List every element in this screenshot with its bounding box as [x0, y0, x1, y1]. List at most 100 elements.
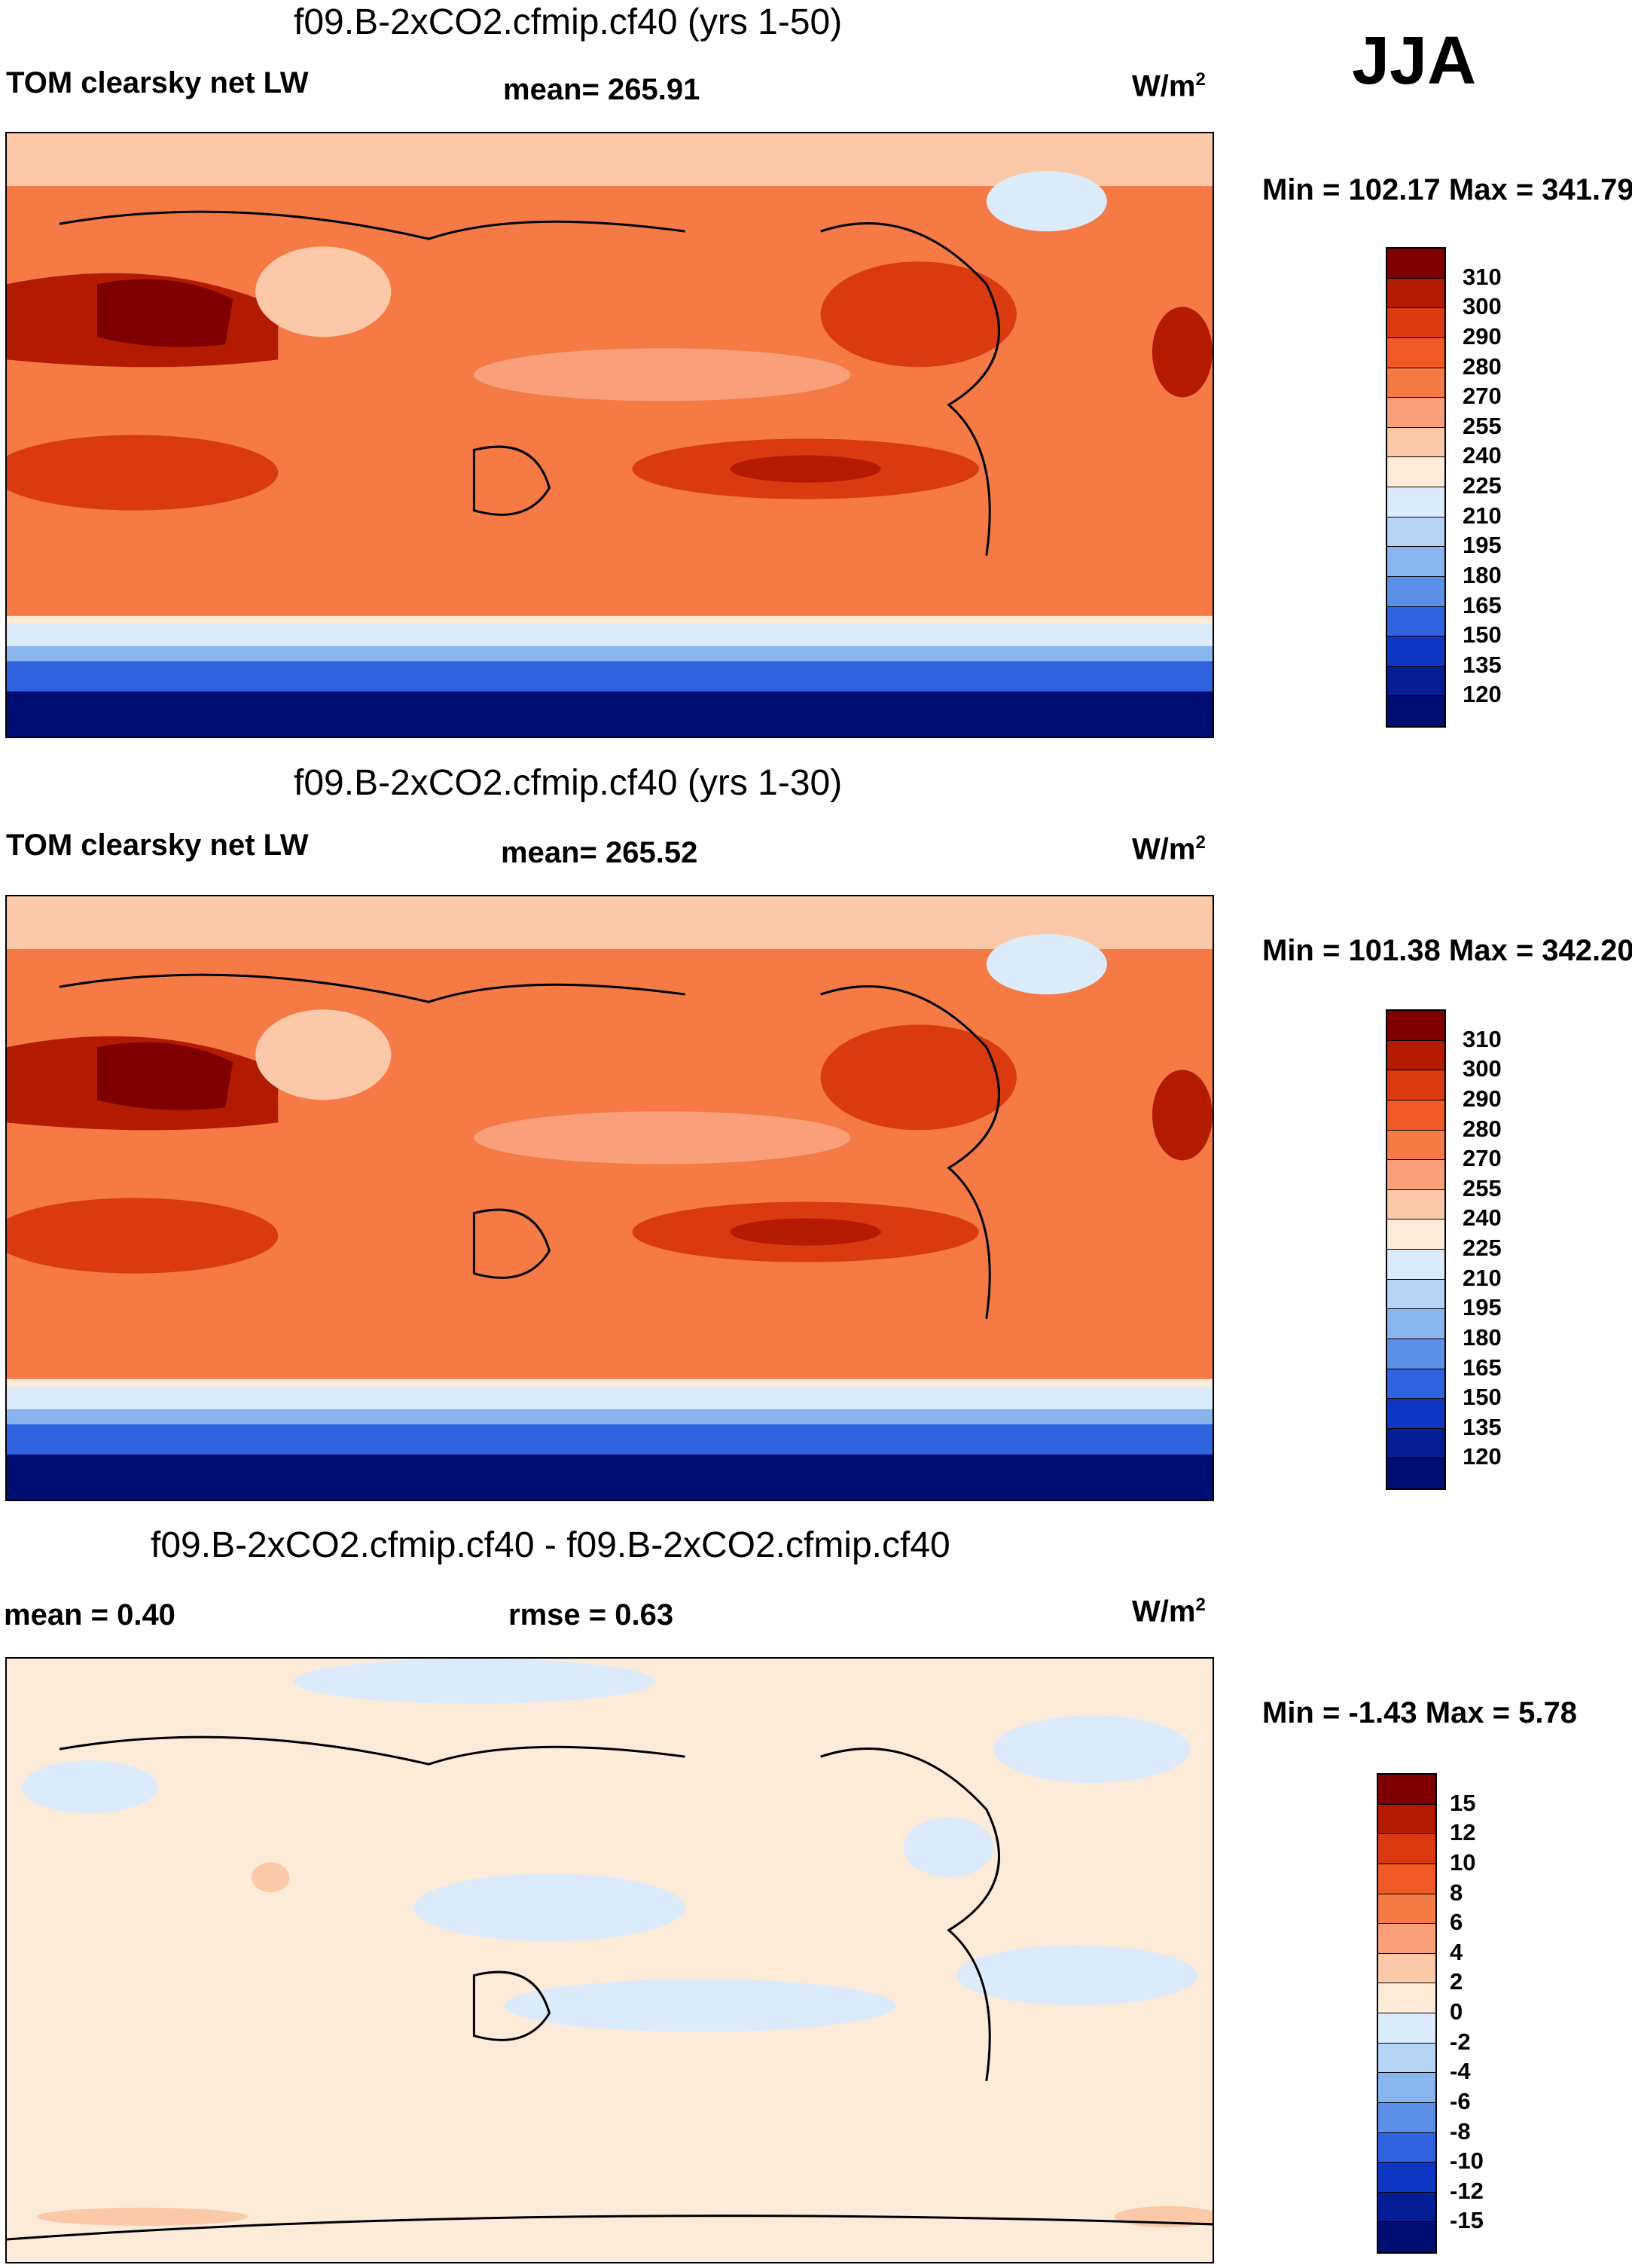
colorbar-tick-label: 280: [1463, 353, 1502, 380]
colorbar-tick-label: 12: [1450, 1819, 1476, 1846]
panel-3-title: f09.B-2xCO2.cfmip.cf40 - f09.B-2xCO2.cfm…: [151, 1525, 950, 1565]
colorbar-tick-label: 300: [1463, 1055, 1502, 1082]
panel-2-variable-label: TOM clearsky net LW: [6, 829, 309, 862]
colorbar-tick-label: 135: [1463, 651, 1502, 678]
panel-1-units: W/m2: [1132, 69, 1206, 103]
panel-1-map-field: [7, 133, 1213, 737]
colorbar-tick-label: 280: [1463, 1115, 1502, 1142]
colorbar-tick-label: 300: [1463, 293, 1502, 320]
colorbar-swatch: [1387, 547, 1444, 577]
colorbar-tick-label: -2: [1450, 2028, 1471, 2055]
colorbar-tick-label: 310: [1463, 263, 1502, 290]
colorbar-swatch: [1387, 249, 1444, 279]
panel-1-variable-label: TOM clearsky net LW: [6, 66, 309, 99]
panel-3-map: [5, 1657, 1214, 2263]
colorbar-swatch: [1378, 2013, 1435, 2044]
colorbar-tick-label: 150: [1463, 621, 1502, 649]
colorbar-swatch: [1378, 1834, 1435, 1864]
colorbar-tick-label: 210: [1463, 502, 1502, 529]
colorbar-tick-label: 225: [1463, 472, 1502, 499]
colorbar-swatch: [1387, 487, 1444, 517]
colorbar-swatch: [1378, 2043, 1435, 2074]
season-label: JJA: [1352, 23, 1477, 99]
panel-2-colorbar-labels: 310 300 290 280 270 255 240 225 210 195 180 165 150 1…: [1463, 1009, 1553, 1490]
colorbar-swatch: [1387, 1011, 1444, 1041]
panel-2-map-field: [7, 896, 1213, 1500]
colorbar-swatch: [1378, 2222, 1435, 2252]
colorbar-tick-label: 290: [1463, 1085, 1502, 1112]
colorbar-swatch: [1387, 457, 1444, 487]
colorbar-swatch: [1378, 1953, 1435, 1984]
colorbar-swatch: [1387, 278, 1444, 309]
colorbar-tick-label: 225: [1463, 1235, 1502, 1261]
colorbar-tick-label: -8: [1450, 2117, 1471, 2144]
colorbar-tick-label: 240: [1463, 442, 1502, 469]
colorbar-tick-label: 6: [1450, 1909, 1463, 1936]
colorbar-swatch: [1378, 1983, 1435, 2013]
colorbar-tick-label: 0: [1450, 1998, 1463, 2025]
colorbar-swatch: [1387, 576, 1444, 607]
colorbar-swatch: [1387, 696, 1444, 726]
panel-2-colorbar: [1386, 1009, 1446, 1490]
panel-2-units: W/m2: [1132, 832, 1206, 866]
colorbar-tick-label: 310: [1463, 1025, 1502, 1052]
colorbar-tick-label: 210: [1463, 1264, 1502, 1291]
colorbar-tick-label: 2: [1450, 1968, 1463, 1995]
colorbar-tick-label: -4: [1450, 2058, 1471, 2085]
panel-1-colorbar: [1386, 247, 1446, 728]
colorbar-tick-label: 255: [1463, 412, 1502, 439]
colorbar-swatch: [1387, 636, 1444, 667]
colorbar-swatch: [1387, 517, 1444, 548]
colorbar-swatch: [1378, 2132, 1435, 2163]
colorbar-swatch: [1387, 427, 1444, 458]
panel-2-title: f09.B-2xCO2.cfmip.cf40 (yrs 1-30): [294, 763, 843, 803]
panel-1-mean-label: mean= 265.91: [503, 73, 700, 106]
colorbar-tick-label: 15: [1450, 1789, 1476, 1816]
panel-2-map: [5, 895, 1214, 1501]
colorbar-swatch: [1387, 398, 1444, 428]
colorbar-swatch: [1378, 1864, 1435, 1894]
colorbar-tick-label: -6: [1450, 2087, 1471, 2114]
colorbar-swatch: [1387, 1279, 1444, 1310]
colorbar-swatch: [1387, 1040, 1444, 1071]
colorbar-swatch: [1387, 1250, 1444, 1280]
panel-3-mean-label: mean = 0.40: [4, 1598, 175, 1632]
colorbar-tick-label: 4: [1450, 1938, 1463, 1965]
panel-1-colorbar-labels: 310 300 290 280 270 255 240 225 210 195 180 165 150 1…: [1463, 247, 1553, 728]
colorbar-swatch: [1378, 1775, 1435, 1805]
colorbar-tick-label: 180: [1463, 561, 1502, 588]
colorbar-tick-label: 255: [1463, 1174, 1502, 1201]
colorbar-swatch: [1387, 1309, 1444, 1339]
panel-3-colorbar-labels: 15 12 10 8 6 4 2 0 -2 -4 -6 -8 -10 -12 -15: [1450, 1773, 1540, 2254]
colorbar-swatch: [1387, 1339, 1444, 1369]
colorbar-tick-label: 120: [1463, 1443, 1502, 1470]
colorbar-swatch: [1387, 308, 1444, 338]
colorbar-tick-label: 240: [1463, 1204, 1502, 1232]
colorbar-swatch: [1378, 1924, 1435, 1954]
panel-3-rmse-label: rmse = 0.63: [508, 1598, 674, 1632]
colorbar-swatch: [1387, 337, 1444, 368]
colorbar-swatch: [1387, 1369, 1444, 1400]
colorbar-swatch: [1387, 1458, 1444, 1488]
colorbar-tick-label: 8: [1450, 1879, 1463, 1906]
colorbar-swatch: [1378, 2073, 1435, 2103]
colorbar-tick-label: 165: [1463, 591, 1502, 618]
colorbar-tick-label: 135: [1463, 1413, 1502, 1440]
colorbar-swatch: [1387, 368, 1444, 398]
colorbar-swatch: [1387, 1160, 1444, 1190]
colorbar-swatch: [1387, 1130, 1444, 1161]
colorbar-tick-label: -10: [1450, 2147, 1484, 2175]
panel-3-map-field: [7, 1659, 1213, 2262]
colorbar-swatch: [1387, 666, 1444, 697]
colorbar-swatch: [1387, 1428, 1444, 1459]
colorbar-swatch: [1387, 1100, 1444, 1131]
colorbar-tick-label: 150: [1463, 1384, 1502, 1411]
panel-2-mean-label: mean= 265.52: [501, 836, 698, 869]
colorbar-swatch: [1387, 1189, 1444, 1220]
colorbar-tick-label: 195: [1463, 532, 1502, 559]
panel-1-title: f09.B-2xCO2.cfmip.cf40 (yrs 1-50): [294, 2, 843, 42]
colorbar-tick-label: 195: [1463, 1294, 1502, 1321]
panel-3-units: W/m2: [1132, 1595, 1206, 1629]
colorbar-tick-label: 180: [1463, 1323, 1502, 1351]
panel-3-minmax: Min = -1.43 Max = 5.78: [1262, 1696, 1577, 1729]
